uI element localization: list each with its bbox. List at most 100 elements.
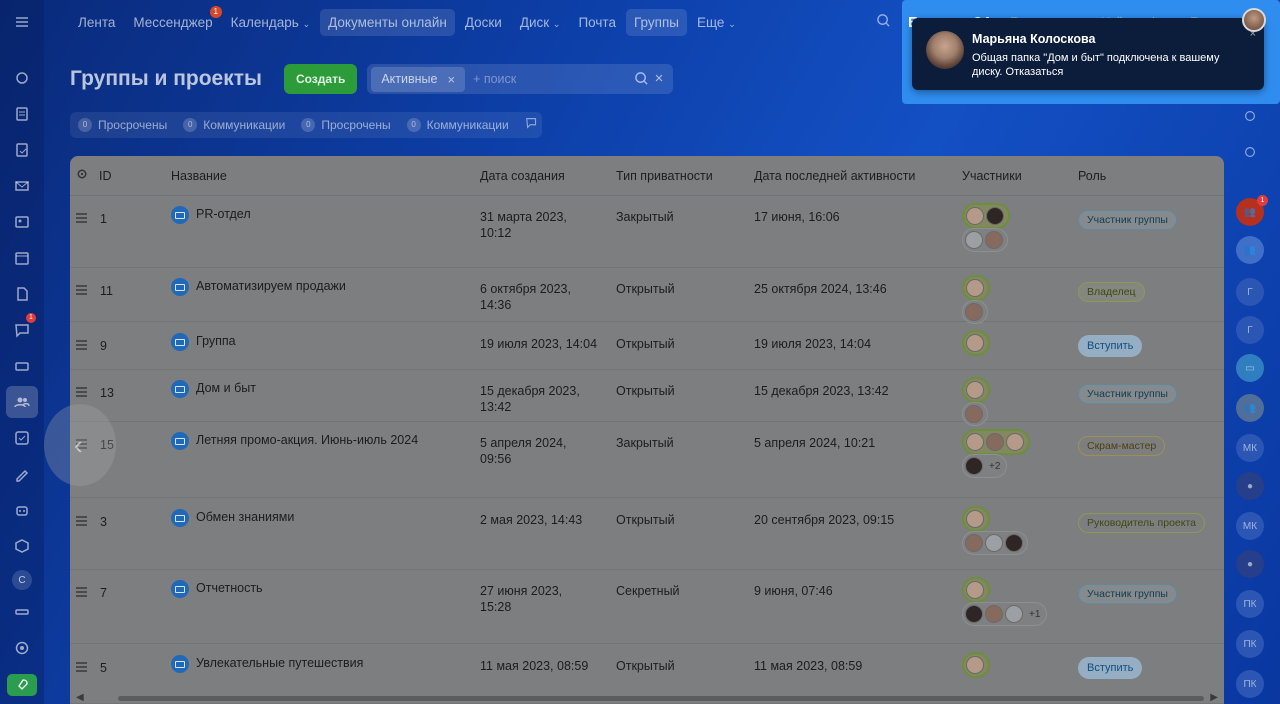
drag-handle-icon[interactable] — [76, 213, 87, 225]
group-name[interactable]: Увлекательные путешествия — [196, 656, 364, 670]
search-icon[interactable] — [876, 13, 891, 33]
clear-icon[interactable]: × — [654, 70, 664, 87]
contact-card-icon[interactable] — [8, 208, 36, 236]
column-id[interactable]: ID — [99, 169, 112, 183]
table-row[interactable]: 1 PR-отдел 31 марта 2023, 10:12 Закрытый 17 и… — [70, 196, 1224, 268]
table-row[interactable]: 9 Группа 19 июля 2023, 14:04 Открытый 19 июл… — [70, 322, 1224, 370]
drag-handle-icon[interactable] — [76, 285, 87, 297]
members-avatars[interactable] — [962, 228, 1008, 252]
search-input[interactable]: + поиск — [473, 72, 517, 86]
drag-handle-icon[interactable] — [76, 340, 87, 352]
user-avatar[interactable] — [1242, 8, 1266, 32]
nav-boards[interactable]: Доски — [457, 9, 510, 36]
chat-avatar-person1[interactable]: ● — [1236, 472, 1264, 500]
box-icon[interactable] — [8, 532, 36, 560]
letter-c-icon[interactable]: С — [8, 566, 36, 594]
group-name[interactable]: Автоматизируем продажи — [196, 279, 346, 293]
chat-avatar-g1[interactable]: Г — [1236, 278, 1264, 306]
heads-avatars[interactable] — [962, 652, 990, 678]
counter-overdue[interactable]: 0 Просрочены — [78, 118, 167, 132]
checkbox-icon[interactable] — [8, 424, 36, 452]
scroll-right-icon[interactable]: ▶ — [1210, 692, 1218, 703]
tasks-doc-icon[interactable] — [8, 136, 36, 164]
chat-avatar-person2[interactable]: ● — [1236, 550, 1264, 578]
sparkle-icon[interactable] — [8, 64, 36, 92]
chat-avatar-pk3[interactable]: ПК — [1236, 670, 1264, 698]
create-button[interactable]: Создать — [283, 64, 358, 94]
chat-avatar-mk1[interactable]: МК — [1236, 434, 1264, 462]
scroll-thumb[interactable] — [118, 696, 1204, 701]
menu-icon[interactable] — [8, 8, 36, 36]
column-members[interactable]: Участники — [962, 169, 1022, 183]
table-row[interactable]: 15 Летняя промо-акция. Июнь-июль 2024 5 ап… — [70, 422, 1224, 498]
chat-avatar-message[interactable]: ▭ — [1236, 354, 1264, 382]
members-avatars[interactable]: +1 — [962, 602, 1048, 626]
column-created[interactable]: Дата создания — [480, 169, 565, 183]
search-filter-box[interactable]: Активные × + поиск × — [367, 64, 674, 94]
horizontal-scrollbar[interactable]: ◀ ▶ — [70, 690, 1224, 704]
chat-avatar-mk2[interactable]: МК — [1236, 512, 1264, 540]
search-icon[interactable] — [634, 71, 649, 91]
settings-icon[interactable] — [8, 634, 36, 662]
notification-toast[interactable]: Марьяна Колоскова Общая папка "Дом и быт… — [912, 18, 1264, 90]
chip-close-icon[interactable]: × — [447, 71, 456, 87]
nav-feed[interactable]: Лента — [70, 9, 123, 36]
chat-icon[interactable]: 1 — [8, 313, 36, 344]
groups-icon[interactable] — [6, 386, 38, 418]
drag-handle-icon[interactable] — [76, 439, 87, 451]
sign-icon[interactable] — [8, 460, 36, 488]
rocket-icon[interactable] — [7, 674, 37, 696]
group-name[interactable]: Летняя промо-акция. Июнь-июль 2024 — [196, 433, 419, 447]
inbox-icon[interactable] — [8, 352, 36, 380]
counter-communications[interactable]: 0 Коммуникации — [406, 118, 509, 132]
fingerprint-icon[interactable] — [1236, 102, 1264, 130]
column-role[interactable]: Роль — [1078, 169, 1107, 183]
members-avatars[interactable] — [962, 402, 988, 426]
members-avatars[interactable] — [962, 531, 1028, 555]
role-badge[interactable]: Вступить — [1078, 657, 1143, 679]
scroll-left-icon[interactable]: ◀ — [76, 692, 84, 703]
members-avatars[interactable] — [962, 300, 988, 324]
group-name[interactable]: PR-отдел — [196, 207, 251, 221]
close-icon[interactable]: × — [1249, 28, 1256, 40]
robot-icon[interactable] — [8, 496, 36, 524]
drag-handle-icon[interactable] — [76, 587, 87, 599]
heads-avatars[interactable] — [962, 377, 990, 403]
nav-disk[interactable]: Диск ⌄ — [512, 9, 569, 36]
chat-avatar-pk2[interactable]: ПК — [1236, 630, 1264, 658]
drag-handle-icon[interactable] — [76, 516, 87, 528]
table-row[interactable]: 5 Увлекательные путешествия 11 мая 2023, 0… — [70, 644, 1224, 704]
nav-groups[interactable]: Группы — [625, 8, 687, 36]
notification-text[interactable]: Общая папка "Дом и быт" подключена к ваш… — [972, 52, 1220, 78]
search-chat-icon[interactable] — [1236, 138, 1264, 166]
counter-communications[interactable]: 0 Коммуникации — [183, 118, 285, 132]
mail-icon[interactable] — [8, 172, 36, 200]
role-badge[interactable]: Вступить — [1078, 335, 1143, 357]
heads-avatars[interactable] — [962, 506, 990, 532]
table-row[interactable]: 11 Автоматизируем продажи 6 октября 2023, 1… — [70, 268, 1224, 324]
column-privacy[interactable]: Тип приватности — [616, 169, 713, 183]
nav-mail[interactable]: Почта — [570, 9, 624, 36]
chat-avatar-blue[interactable]: 👥 — [1236, 236, 1264, 264]
table-row[interactable]: 13 Дом и быт 15 декабря 2023, 13:42 Открытый… — [70, 370, 1224, 426]
back-arrow-icon[interactable]: ‹ — [44, 404, 116, 486]
chat-settings-icon[interactable] — [525, 116, 539, 135]
chat-avatar-red[interactable]: 👥 1 — [1236, 195, 1268, 226]
group-name[interactable]: Обмен знаниями — [196, 510, 295, 524]
chat-avatar-photo[interactable]: 👥 — [1236, 394, 1264, 422]
nav-documents-online[interactable]: Документы онлайн — [320, 8, 455, 36]
drag-handle-icon[interactable] — [76, 387, 87, 399]
table-row[interactable]: 3 Обмен знаниями 2 мая 2023, 14:43 Открытый… — [70, 498, 1224, 570]
gear-icon[interactable] — [76, 168, 88, 183]
column-activity[interactable]: Дата последней активности — [754, 169, 916, 183]
members-avatars[interactable]: +2 — [962, 454, 1008, 478]
counter-overdue[interactable]: 0 Просрочены — [301, 118, 391, 132]
calendar-icon[interactable] — [8, 244, 36, 272]
column-name[interactable]: Название — [171, 169, 227, 183]
chat-avatar-g2[interactable]: Г — [1236, 316, 1264, 344]
nav-calendar[interactable]: Календарь ⌄ — [223, 9, 318, 36]
heads-avatars[interactable] — [962, 275, 990, 301]
nav-more[interactable]: Еще ⌄ — [689, 9, 744, 36]
heads-avatars[interactable] — [962, 330, 990, 356]
nav-messenger[interactable]: Мессенджер 1 — [125, 5, 222, 36]
